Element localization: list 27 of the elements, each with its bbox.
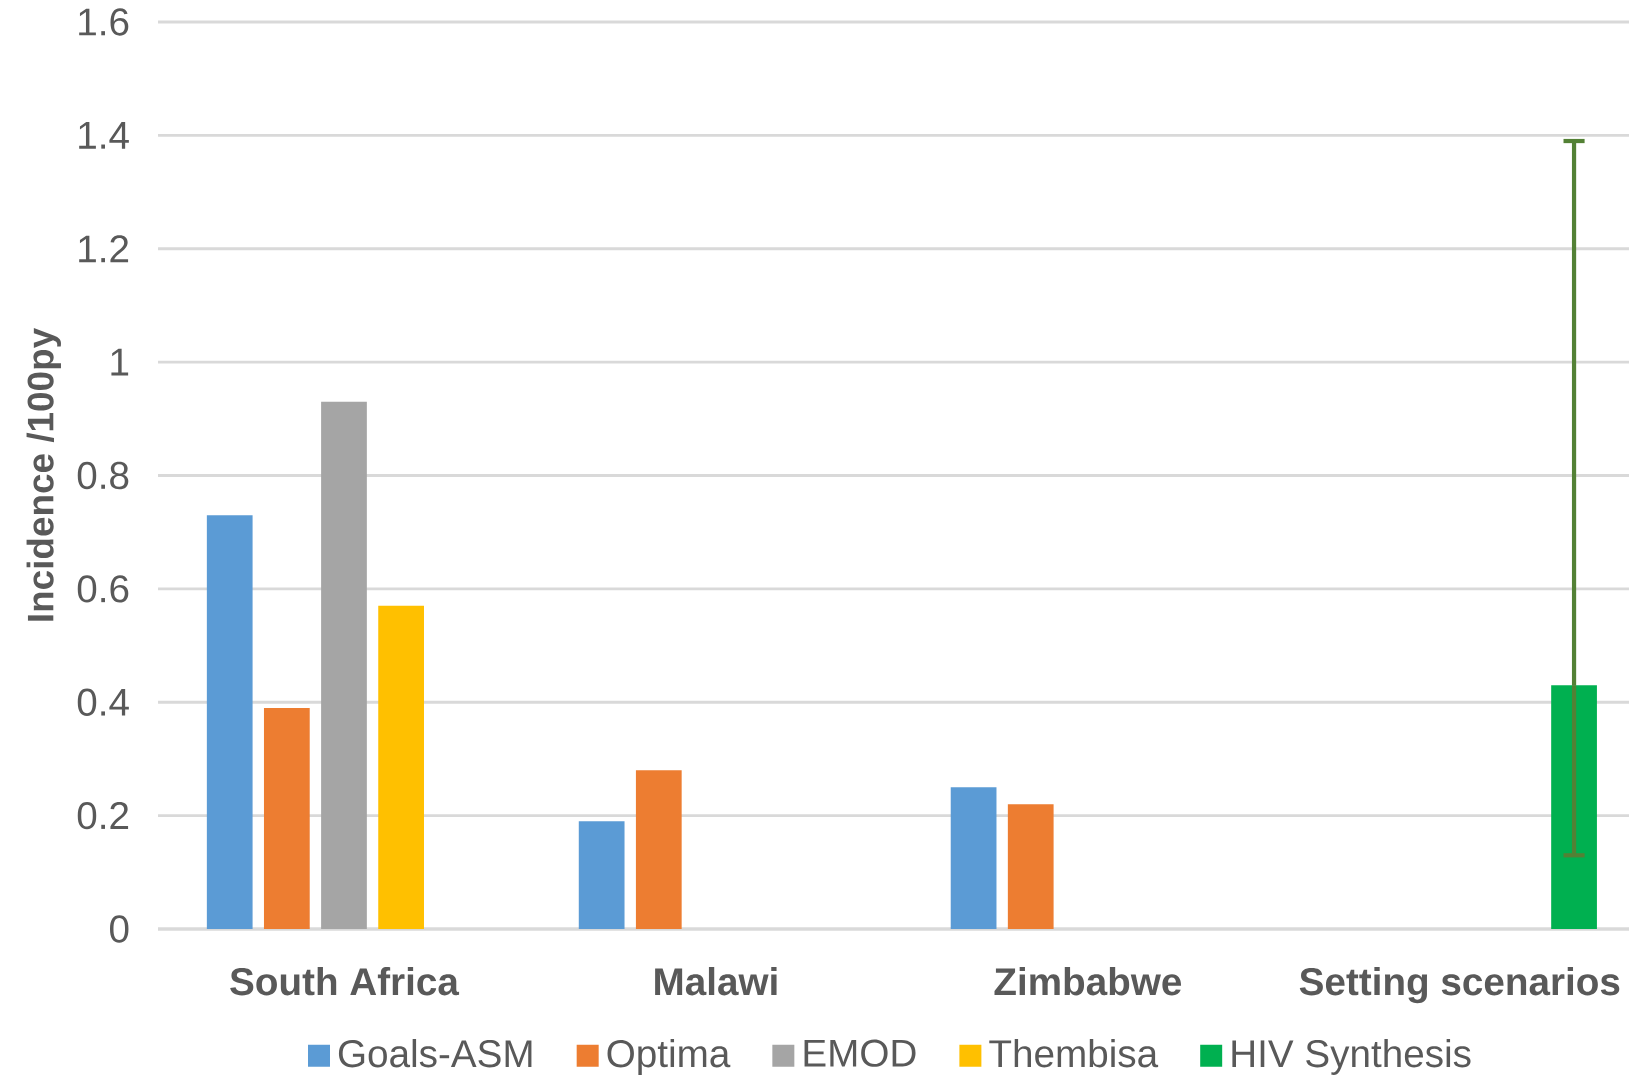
legend-label: Thembisa xyxy=(989,1038,1159,1068)
y-tick-label: 0 xyxy=(109,915,129,943)
y-tick-label: 1.2 xyxy=(79,235,129,263)
y-tick-label: 1.4 xyxy=(79,122,129,149)
legend-label: HIV Synthesis xyxy=(1232,1038,1471,1075)
bar xyxy=(635,770,682,929)
bar xyxy=(321,401,367,929)
legend-label: Goals-ASM xyxy=(338,1038,532,1068)
x-tick-label: Zimbabwe xyxy=(994,967,1182,996)
y-axis-title: Incidence /100py xyxy=(26,328,61,621)
y-tick-label: 0.6 xyxy=(77,575,129,603)
y-tick-label: 0.2 xyxy=(77,801,129,830)
bar xyxy=(263,707,310,929)
y-tick-label: 1.6 xyxy=(79,8,129,36)
x-tick-label: Setting scenarios xyxy=(1299,967,1620,1004)
bar xyxy=(950,787,997,929)
y-tick-label: 0.4 xyxy=(77,688,129,716)
x-tick-label: South Africa xyxy=(230,967,460,996)
bar xyxy=(1007,804,1054,929)
bar xyxy=(578,821,625,929)
legend-label: Optima xyxy=(607,1038,731,1075)
legend-label: EMOD xyxy=(804,1039,916,1067)
x-tick-label: Malawi xyxy=(655,967,777,996)
y-tick-label: 0.8 xyxy=(77,461,129,490)
bar xyxy=(206,515,253,929)
y-tick-label: 1 xyxy=(111,348,129,376)
bar xyxy=(378,605,424,929)
